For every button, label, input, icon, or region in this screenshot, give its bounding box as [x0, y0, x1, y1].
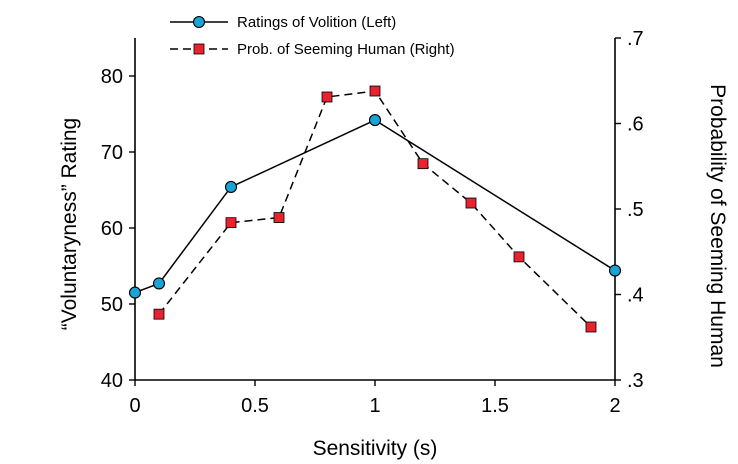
legend-marker-circle: [192, 15, 206, 29]
legend: Ratings of Volition (Left) Prob. of Seemi…: [170, 14, 455, 58]
x-axis-title: Sensitivity (s): [313, 437, 438, 460]
left-y-tick-label: 50: [101, 294, 123, 316]
legend-label: Ratings of Volition (Left): [237, 14, 396, 31]
data-point-square: [513, 251, 525, 263]
x-tick-label: 0: [129, 395, 140, 417]
series-1: [153, 85, 597, 333]
right-y-axis-title: Probability of Seeming Human: [706, 84, 729, 368]
series-line: [158, 90, 592, 328]
series-0: [128, 114, 622, 299]
series-layer: [128, 85, 622, 333]
axes: 0 0.5 1 1.5 2 40 50 60 70 80 .3 .4 .5 .6 .7 Sensitivity…: [58, 28, 729, 460]
left-y-tick-label: 80: [101, 66, 123, 88]
right-y-tick-label: .5: [627, 199, 644, 221]
data-point-circle: [608, 264, 622, 277]
data-point-circle: [224, 180, 238, 194]
left-y-tick-label: 40: [101, 370, 123, 392]
left-y-axis-title: “Voluntaryness” Rating: [58, 118, 81, 330]
data-point-square: [321, 91, 333, 103]
x-tick-label: 1.5: [481, 395, 509, 417]
x-tick-label: 2: [609, 395, 620, 417]
data-point-square: [153, 308, 165, 320]
data-point-square: [273, 212, 285, 223]
x-tick-label: 1: [369, 395, 380, 417]
right-y-tick-label: .7: [627, 28, 644, 50]
left-y-tick-label: 60: [101, 218, 123, 240]
right-y-tick-label: .3: [627, 370, 644, 392]
data-point-circle: [368, 114, 382, 127]
data-point-circle: [128, 286, 142, 299]
data-point-square: [225, 217, 237, 229]
legend-item-0: Ratings of Volition (Left): [170, 14, 396, 31]
data-point-square: [369, 85, 381, 97]
left-y-tick-label: 70: [101, 142, 123, 164]
right-y-tick-label: .4: [627, 285, 644, 307]
data-point-square: [417, 158, 429, 170]
legend-item-1: Prob. of Seeming Human (Right): [170, 41, 455, 58]
right-y-tick-label: .6: [627, 114, 644, 136]
data-point-square: [465, 197, 477, 209]
series-line: [134, 119, 616, 294]
data-point-circle: [152, 277, 166, 290]
data-point-square: [585, 321, 597, 333]
legend-label: Prob. of Seeming Human (Right): [237, 41, 455, 58]
legend-marker-square: [193, 43, 205, 55]
x-tick-label: 0.5: [241, 395, 269, 417]
